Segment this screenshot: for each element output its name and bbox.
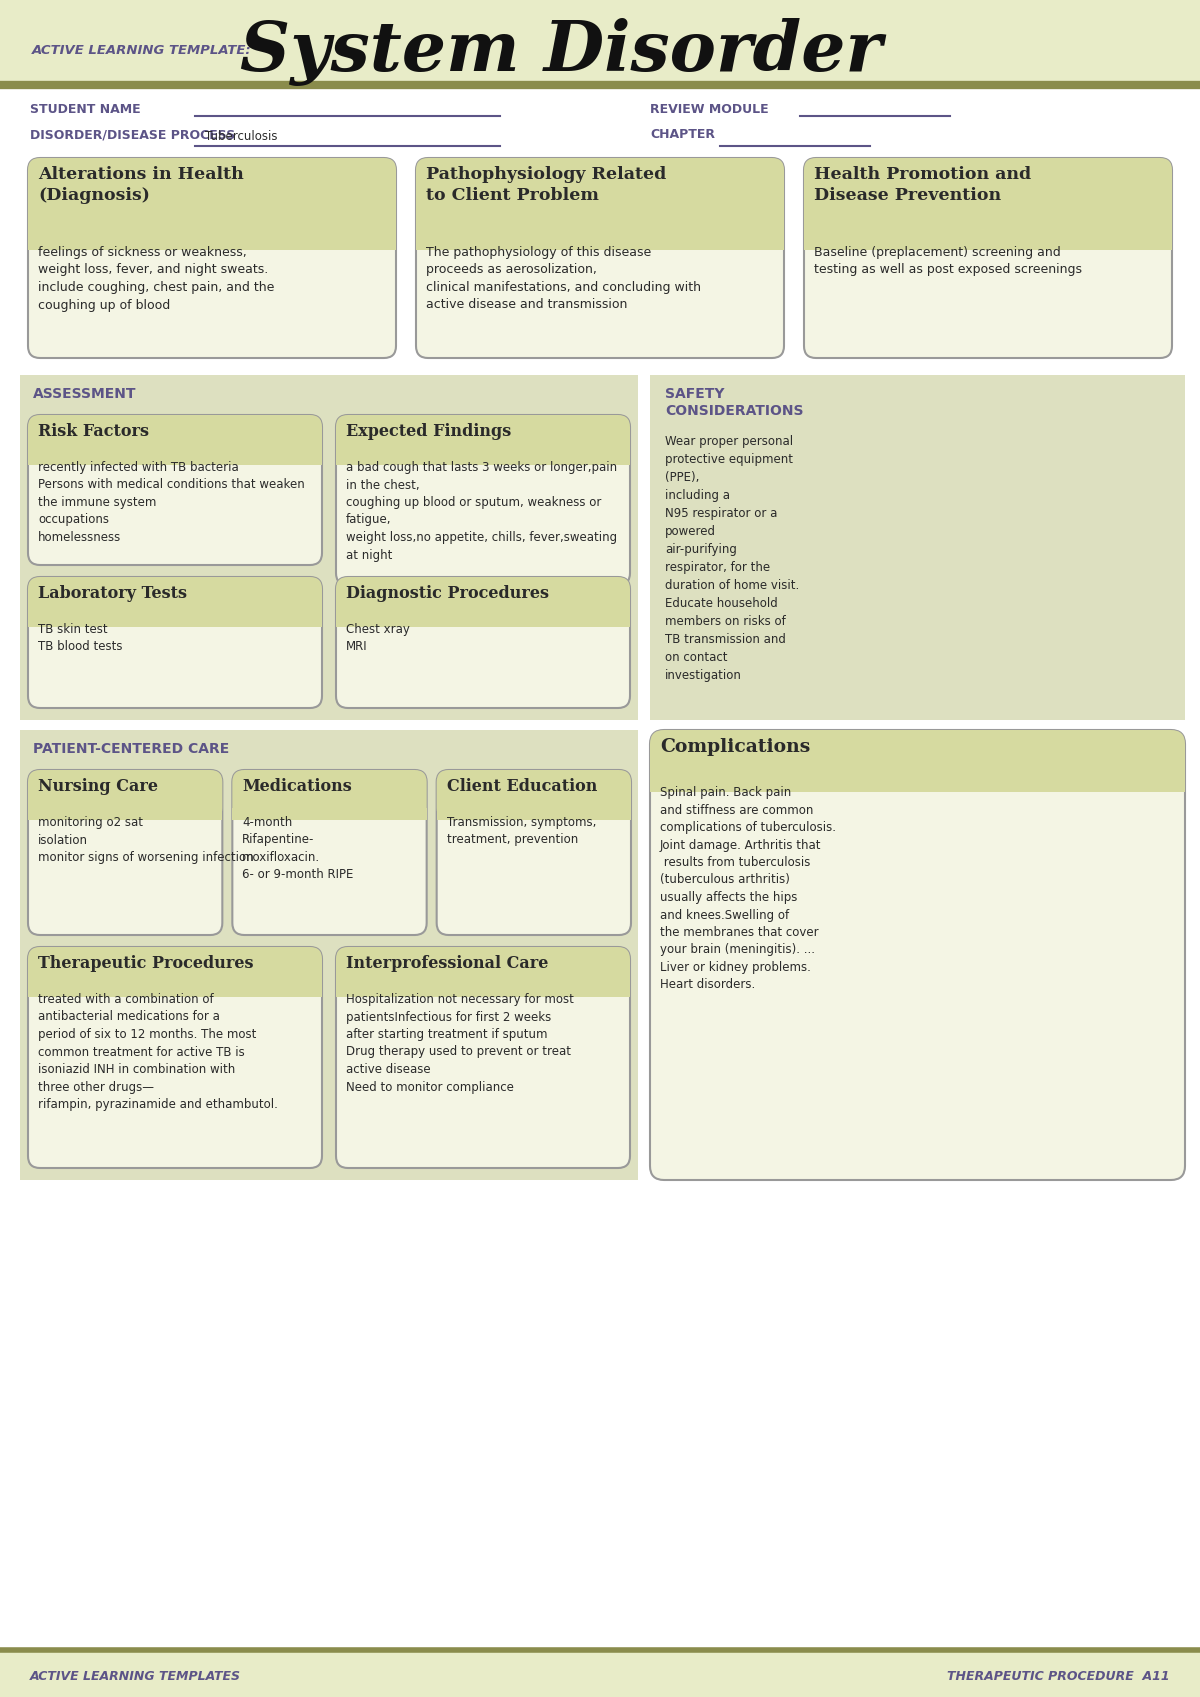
- Bar: [804, 238, 1172, 249]
- Text: Baseline (preplacement) screening and
testing as well as post exposed screenings: Baseline (preplacement) screening and te…: [814, 246, 1082, 277]
- FancyBboxPatch shape: [437, 770, 631, 820]
- FancyBboxPatch shape: [650, 730, 1186, 1179]
- Text: Pathophysiology Related
to Client Problem: Pathophysiology Related to Client Proble…: [426, 166, 666, 204]
- Text: Client Education: Client Education: [446, 777, 598, 794]
- Text: Laboratory Tests: Laboratory Tests: [38, 585, 187, 602]
- Text: Chest xray
MRI: Chest xray MRI: [346, 623, 410, 653]
- Bar: [650, 375, 1186, 720]
- Bar: [336, 453, 630, 465]
- Text: recently infected with TB bacteria
Persons with medical conditions that weaken
t: recently infected with TB bacteria Perso…: [38, 462, 305, 545]
- FancyBboxPatch shape: [28, 770, 222, 820]
- FancyBboxPatch shape: [28, 947, 322, 1168]
- Text: treated with a combination of
antibacterial medications for a
period of six to 1: treated with a combination of antibacter…: [38, 993, 278, 1112]
- Bar: [416, 238, 784, 249]
- FancyBboxPatch shape: [336, 947, 630, 998]
- FancyBboxPatch shape: [28, 158, 396, 358]
- Text: System Disorder: System Disorder: [240, 19, 882, 87]
- FancyBboxPatch shape: [416, 158, 784, 358]
- Bar: [28, 453, 322, 465]
- FancyBboxPatch shape: [233, 770, 427, 820]
- Text: SAFETY
CONSIDERATIONS: SAFETY CONSIDERATIONS: [665, 387, 804, 417]
- Bar: [20, 375, 638, 720]
- Text: THERAPEUTIC PROCEDURE  A11: THERAPEUTIC PROCEDURE A11: [947, 1670, 1170, 1683]
- FancyBboxPatch shape: [416, 158, 784, 249]
- Bar: [336, 614, 630, 626]
- Bar: [650, 777, 1186, 792]
- Text: Expected Findings: Expected Findings: [346, 423, 511, 440]
- FancyBboxPatch shape: [437, 770, 631, 935]
- Text: Health Promotion and
Disease Prevention: Health Promotion and Disease Prevention: [814, 166, 1031, 204]
- FancyBboxPatch shape: [336, 416, 630, 465]
- Bar: [336, 984, 630, 998]
- Text: Complications: Complications: [660, 738, 810, 755]
- Bar: [28, 238, 396, 249]
- Bar: [437, 808, 631, 820]
- Text: Alterations in Health
(Diagnosis): Alterations in Health (Diagnosis): [38, 166, 244, 204]
- Bar: [233, 808, 427, 820]
- Text: Tuberculosis: Tuberculosis: [205, 131, 277, 143]
- FancyBboxPatch shape: [28, 416, 322, 465]
- Bar: [0, 1649, 1200, 1697]
- Text: TB skin test
TB blood tests: TB skin test TB blood tests: [38, 623, 122, 653]
- Text: STUDENT NAME: STUDENT NAME: [30, 104, 140, 115]
- Text: 4-month
Rifapentine-
moxifloxacin.
6- or 9-month RIPE: 4-month Rifapentine- moxifloxacin. 6- or…: [242, 816, 354, 881]
- Text: Wear proper personal
protective equipment
(PPE),
including a
N95 respirator or a: Wear proper personal protective equipmen…: [665, 434, 799, 682]
- Bar: [20, 730, 638, 1179]
- Text: Interprofessional Care: Interprofessional Care: [346, 955, 548, 972]
- Text: Hospitalization not necessary for most
patientsInfectious for first 2 weeks
afte: Hospitalization not necessary for most p…: [346, 993, 574, 1093]
- FancyBboxPatch shape: [650, 730, 1186, 792]
- Text: REVIEW MODULE: REVIEW MODULE: [650, 104, 769, 115]
- Text: ASSESSMENT: ASSESSMENT: [34, 387, 137, 400]
- Text: Transmission, symptoms,
treatment, prevention: Transmission, symptoms, treatment, preve…: [446, 816, 596, 847]
- Text: Nursing Care: Nursing Care: [38, 777, 158, 794]
- Text: Spinal pain. Back pain
and stiffness are common
complications of tuberculosis.
J: Spinal pain. Back pain and stiffness are…: [660, 786, 836, 991]
- FancyBboxPatch shape: [336, 577, 630, 626]
- FancyBboxPatch shape: [336, 416, 630, 585]
- FancyBboxPatch shape: [336, 947, 630, 1168]
- Bar: [28, 808, 222, 820]
- Text: The pathophysiology of this disease
proceeds as aerosolization,
clinical manifes: The pathophysiology of this disease proc…: [426, 246, 701, 312]
- FancyBboxPatch shape: [28, 577, 322, 626]
- Text: a bad cough that lasts 3 weeks or longer,pain
in the chest,
coughing up blood or: a bad cough that lasts 3 weeks or longer…: [346, 462, 617, 562]
- Text: feelings of sickness or weakness,
weight loss, fever, and night sweats.
include : feelings of sickness or weakness, weight…: [38, 246, 275, 312]
- FancyBboxPatch shape: [28, 947, 322, 998]
- Text: Therapeutic Procedures: Therapeutic Procedures: [38, 955, 253, 972]
- FancyBboxPatch shape: [28, 416, 322, 565]
- Text: DISORDER/DISEASE PROCESS: DISORDER/DISEASE PROCESS: [30, 127, 235, 141]
- FancyBboxPatch shape: [336, 577, 630, 708]
- Text: CHAPTER: CHAPTER: [650, 127, 715, 141]
- FancyBboxPatch shape: [804, 158, 1172, 358]
- Text: ACTIVE LEARNING TEMPLATE:: ACTIVE LEARNING TEMPLATE:: [32, 44, 252, 56]
- FancyBboxPatch shape: [28, 577, 322, 708]
- FancyBboxPatch shape: [28, 770, 222, 935]
- Text: Medications: Medications: [242, 777, 352, 794]
- Text: monitoring o2 sat
isolation
monitor signs of worsening infection: monitoring o2 sat isolation monitor sign…: [38, 816, 253, 864]
- FancyBboxPatch shape: [804, 158, 1172, 249]
- Bar: [28, 614, 322, 626]
- Text: PATIENT-CENTERED CARE: PATIENT-CENTERED CARE: [34, 742, 229, 755]
- Bar: [0, 0, 1200, 88]
- Text: ACTIVE LEARNING TEMPLATES: ACTIVE LEARNING TEMPLATES: [30, 1670, 241, 1683]
- FancyBboxPatch shape: [233, 770, 427, 935]
- Text: Diagnostic Procedures: Diagnostic Procedures: [346, 585, 550, 602]
- Text: Risk Factors: Risk Factors: [38, 423, 149, 440]
- Bar: [28, 984, 322, 998]
- FancyBboxPatch shape: [28, 158, 396, 249]
